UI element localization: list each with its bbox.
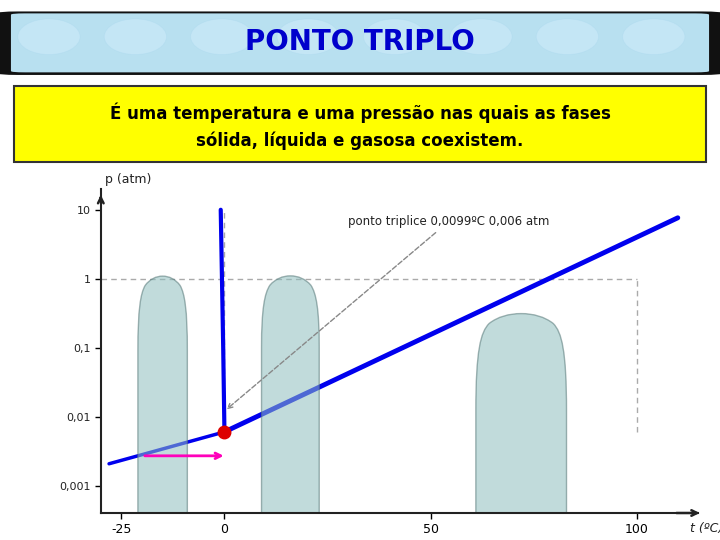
Ellipse shape — [191, 19, 253, 55]
Text: É uma temperatura e uma pressão nas quais as fases: É uma temperatura e uma pressão nas quai… — [109, 103, 611, 123]
Text: p (atm): p (atm) — [105, 173, 151, 186]
Text: PONTO TRIPLO: PONTO TRIPLO — [245, 28, 475, 56]
Ellipse shape — [18, 19, 80, 55]
Text: ponto triplice 0,0099ºC 0,006 atm: ponto triplice 0,0099ºC 0,006 atm — [228, 215, 549, 408]
Ellipse shape — [364, 19, 426, 55]
FancyBboxPatch shape — [11, 14, 709, 72]
Text: sólida, líquida e gasosa coexistem.: sólida, líquida e gasosa coexistem. — [197, 132, 523, 150]
Text: t (ºC): t (ºC) — [690, 522, 720, 535]
Ellipse shape — [261, 276, 319, 540]
Ellipse shape — [476, 314, 567, 540]
Ellipse shape — [104, 19, 166, 55]
Ellipse shape — [277, 19, 339, 55]
Ellipse shape — [138, 276, 187, 540]
Ellipse shape — [536, 19, 598, 55]
Ellipse shape — [623, 19, 685, 55]
FancyBboxPatch shape — [0, 11, 720, 75]
FancyBboxPatch shape — [14, 86, 706, 162]
Ellipse shape — [450, 19, 512, 55]
